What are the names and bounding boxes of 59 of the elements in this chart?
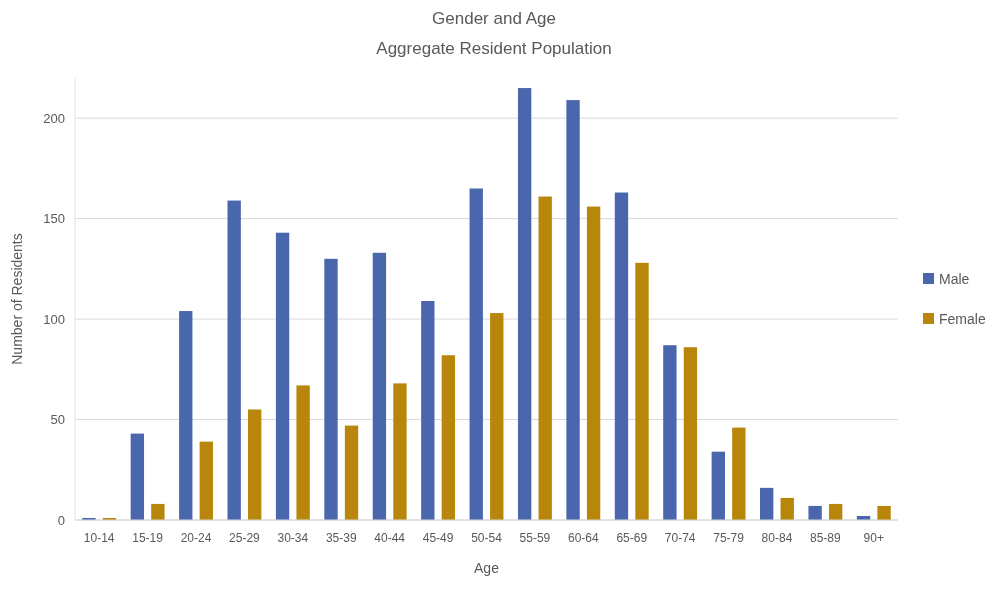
x-axis-title: Age xyxy=(474,560,500,576)
bar xyxy=(614,192,629,520)
x-tick-label: 30-34 xyxy=(277,531,309,545)
bar xyxy=(227,200,241,520)
bar xyxy=(490,313,504,520)
x-tick-label: 15-19 xyxy=(132,531,164,545)
bar xyxy=(760,487,774,520)
bar xyxy=(469,188,483,520)
bar xyxy=(683,347,698,520)
bar xyxy=(538,196,552,520)
bar xyxy=(393,383,407,520)
bar xyxy=(808,505,822,520)
x-tick-label: 60-64 xyxy=(567,531,599,545)
bar xyxy=(199,441,213,520)
x-tick-label: 90+ xyxy=(863,531,884,545)
bar xyxy=(421,301,435,520)
y-tick-label: 100 xyxy=(43,311,65,327)
x-tick-label: 65-69 xyxy=(616,531,648,545)
bar xyxy=(151,503,165,520)
bar xyxy=(586,206,601,520)
y-tick-label: 0 xyxy=(57,512,65,528)
legend-label: Male xyxy=(939,270,970,287)
x-tick-label: 50-54 xyxy=(471,531,503,545)
x-tick-label: 10-14 xyxy=(83,531,115,545)
bar xyxy=(179,311,193,520)
x-tick-label: 70-74 xyxy=(664,531,696,545)
chart-subtitle: Aggregate Resident Population xyxy=(376,39,612,58)
bar xyxy=(635,262,649,520)
bar xyxy=(372,252,387,520)
bar xyxy=(275,232,290,520)
bar xyxy=(324,258,338,520)
bar xyxy=(877,505,891,520)
bar xyxy=(344,425,359,520)
bar xyxy=(130,433,145,520)
y-tick-label: 50 xyxy=(50,412,65,428)
bar xyxy=(566,100,580,520)
bar xyxy=(780,497,794,520)
y-axis-title: Number of Residents xyxy=(9,233,25,365)
bar xyxy=(663,345,677,520)
bar xyxy=(732,427,746,520)
x-tick-label: 45-49 xyxy=(422,531,454,545)
chart-title: Gender and Age xyxy=(432,9,556,28)
x-tick-label: 55-59 xyxy=(519,531,551,545)
x-tick-label: 85-89 xyxy=(810,531,842,545)
x-tick-label: 20-24 xyxy=(180,531,212,545)
bar xyxy=(828,503,843,520)
x-tick-label: 40-44 xyxy=(374,531,406,545)
y-tick-label: 200 xyxy=(43,110,65,126)
x-tick-label: 80-84 xyxy=(761,531,793,545)
bar xyxy=(711,451,725,520)
x-tick-label: 75-79 xyxy=(713,531,745,545)
bar xyxy=(441,355,456,520)
x-tick-label: 35-39 xyxy=(325,531,357,545)
x-tick-label: 25-29 xyxy=(229,531,261,545)
bar xyxy=(517,88,532,520)
y-tick-label: 150 xyxy=(43,211,65,227)
bar xyxy=(248,409,262,520)
bar xyxy=(296,385,310,520)
legend-label: Female xyxy=(939,310,986,327)
